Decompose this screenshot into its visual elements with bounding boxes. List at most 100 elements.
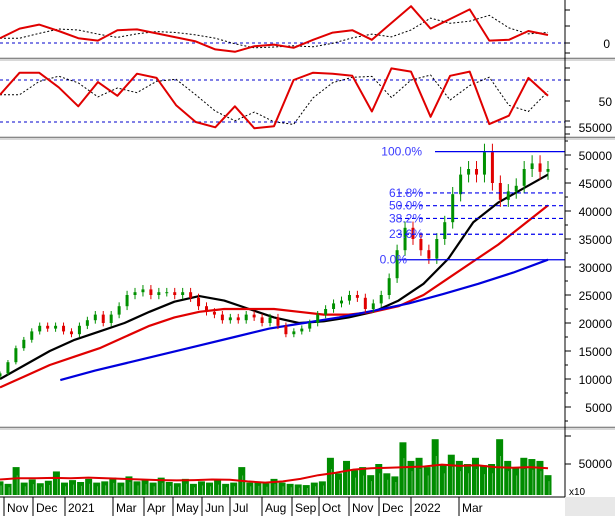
time-label: Nov <box>352 501 373 515</box>
candle-body <box>220 314 224 321</box>
volume-bar <box>222 483 230 495</box>
time-label: May <box>176 501 199 515</box>
price-tick-label: 40000 <box>579 205 613 219</box>
volume-bar <box>270 478 278 495</box>
volume-bar <box>189 483 197 495</box>
candle-body <box>181 292 185 295</box>
volume-bar <box>93 482 101 495</box>
candle-body <box>204 306 208 312</box>
candle-body <box>109 314 113 323</box>
candle-body <box>467 169 471 175</box>
volume-bar <box>391 476 399 495</box>
time-label: Oct <box>322 501 341 515</box>
volume-bar <box>407 460 415 495</box>
volume-bar <box>512 467 520 495</box>
candle-body <box>173 292 177 295</box>
volume-bar <box>197 481 205 495</box>
time-label: Mar <box>116 501 137 515</box>
candle-body <box>117 306 121 315</box>
volume-bar <box>294 484 302 495</box>
candle-body <box>363 297 367 309</box>
candle-body <box>85 320 89 326</box>
volume-bar <box>44 480 52 495</box>
candle-body <box>228 317 232 321</box>
volume-bar <box>318 481 326 495</box>
volume-bar <box>480 465 488 495</box>
candle-body <box>30 331 34 340</box>
volume-panel <box>0 439 552 495</box>
price-tick-label: 55000 <box>579 121 613 135</box>
price-tick-label: 45000 <box>579 177 613 191</box>
volume-bar <box>278 482 286 495</box>
oscillator-line <box>0 5 549 53</box>
fib-level-label: 100.0% <box>381 145 422 159</box>
candle-body <box>435 239 439 259</box>
time-label: Jul <box>233 501 248 515</box>
volume-bar <box>165 481 173 495</box>
volume-bar <box>117 482 125 495</box>
oscillator-panel <box>0 5 565 53</box>
candle-body <box>443 222 447 239</box>
candle-body <box>451 194 455 223</box>
volume-bar <box>488 464 496 495</box>
volume-bar <box>455 460 463 495</box>
candle-body <box>6 362 10 374</box>
price-tick-label: 5000 <box>585 401 612 415</box>
candle-body <box>54 325 58 329</box>
fib-level-label: 61.8% <box>389 186 423 200</box>
candle-body <box>530 163 534 169</box>
volume-bar <box>85 478 93 495</box>
candle-body <box>490 152 494 183</box>
candle-body <box>212 311 216 315</box>
volume-bar <box>367 475 375 495</box>
candle-body <box>403 227 407 251</box>
volume-bar <box>214 480 222 495</box>
volume-bar <box>359 467 367 495</box>
fib-level-label: 38.2% <box>389 211 423 225</box>
candle-body <box>379 295 383 304</box>
time-label: Jun <box>205 501 224 515</box>
volume-bar <box>463 464 471 495</box>
volume-bar <box>109 477 117 495</box>
candle-body <box>14 348 18 363</box>
rsi-panel <box>0 67 565 130</box>
candle-body <box>419 239 423 251</box>
volume-bar <box>262 483 270 495</box>
volume-bar <box>12 467 20 495</box>
candle-body <box>157 292 161 295</box>
candle-body <box>149 289 153 295</box>
volume-bar <box>141 479 149 495</box>
osc-zero-label: 0 <box>603 37 610 51</box>
candle-body <box>300 328 304 332</box>
candle-body <box>125 295 129 307</box>
volume-tick-label: 50000 <box>579 457 613 471</box>
time-label: Nov <box>7 501 28 515</box>
candle-body <box>284 325 288 335</box>
volume-bar <box>351 470 359 495</box>
volume-bar <box>399 442 407 495</box>
candle-body <box>427 250 431 259</box>
volume-bar <box>431 439 439 495</box>
candle-body <box>459 174 463 195</box>
candle-body <box>22 339 26 349</box>
corner-box <box>565 497 615 516</box>
volume-bar <box>334 473 342 495</box>
price-tick-label: 35000 <box>579 233 613 247</box>
candle-body <box>101 314 105 323</box>
time-label: Aug <box>265 501 286 515</box>
signal-line <box>0 14 549 49</box>
volume-bar <box>286 483 294 495</box>
candle-body <box>514 185 518 192</box>
fib-level-label: 0.0% <box>380 253 408 267</box>
candle-body <box>411 227 415 239</box>
volume-bar <box>302 485 310 495</box>
time-label: Dec <box>36 501 57 515</box>
candle-body <box>46 325 50 329</box>
candle-body <box>276 317 280 326</box>
time-label: Mar <box>462 501 483 515</box>
volume-bar <box>383 473 391 495</box>
volume-bar <box>343 460 351 495</box>
candle-body <box>38 325 42 332</box>
